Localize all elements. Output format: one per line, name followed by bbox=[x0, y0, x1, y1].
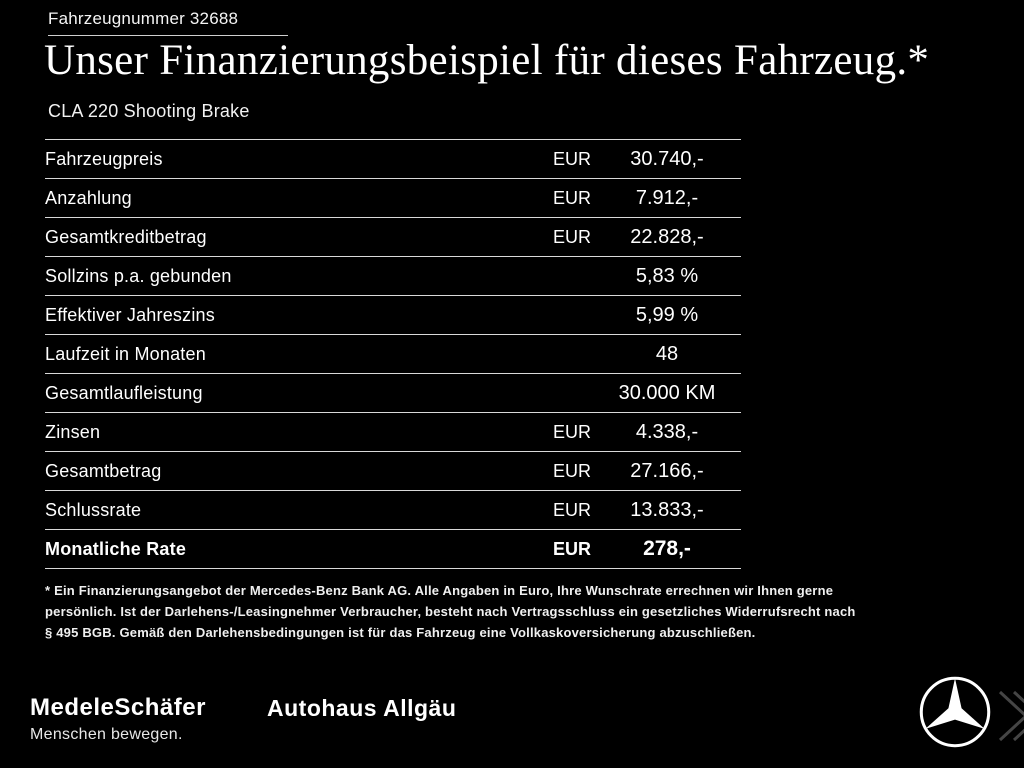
row-currency: EUR bbox=[553, 148, 592, 169]
table-row: Gesamtbetrag EUR 27.166,- bbox=[45, 451, 741, 490]
row-value: 30.000 KM bbox=[618, 381, 716, 404]
row-label: Anzahlung bbox=[45, 187, 132, 208]
footnote-line: persönlich. Ist der Darlehens-/Leasingne… bbox=[45, 604, 856, 619]
footnote-line: * Ein Finanzierungsangebot der Mercedes-… bbox=[45, 583, 834, 598]
table-row: Gesamtlaufleistung 30.000 KM bbox=[45, 373, 741, 412]
table-row: Sollzins p.a. gebunden 5,83 % bbox=[45, 256, 741, 295]
row-currency: EUR bbox=[553, 187, 592, 208]
vehicle-number: Fahrzeugnummer 32688 bbox=[48, 9, 288, 36]
table-row: Gesamtkreditbetrag EUR 22.828,- bbox=[45, 217, 741, 256]
row-label: Gesamtbetrag bbox=[45, 460, 162, 481]
table-row-monthly-rate: Monatliche Rate EUR 278,- bbox=[45, 529, 741, 568]
row-value: 5,83 % bbox=[635, 264, 699, 287]
legal-footnote: * Ein Finanzierungsangebot der Mercedes-… bbox=[45, 580, 995, 643]
row-label: Zinsen bbox=[45, 421, 101, 442]
row-value: 27.166,- bbox=[630, 459, 704, 482]
table-row: Anzahlung EUR 7.912,- bbox=[45, 178, 741, 217]
table-row: Fahrzeugpreis EUR 30.740,- bbox=[45, 139, 741, 178]
vehicle-model: CLA 220 Shooting Brake bbox=[48, 101, 250, 121]
row-value: 13.833,- bbox=[630, 498, 704, 521]
row-value: 30.740,- bbox=[630, 147, 704, 170]
row-currency: EUR bbox=[553, 460, 592, 481]
row-label: Fahrzeugpreis bbox=[45, 148, 163, 169]
row-currency: EUR bbox=[553, 538, 592, 559]
row-label: Gesamtkreditbetrag bbox=[45, 226, 207, 247]
table-row: Laufzeit in Monaten 48 bbox=[45, 334, 741, 373]
edge-chevron-pattern-icon bbox=[998, 690, 1024, 742]
row-value: 278,- bbox=[643, 537, 691, 560]
mercedes-star-icon bbox=[919, 676, 991, 748]
row-currency: EUR bbox=[553, 499, 592, 520]
row-label: Schlussrate bbox=[45, 499, 142, 520]
page-title: Unser Finanzierungsbeispiel für dieses F… bbox=[44, 37, 930, 84]
row-value: 48 bbox=[655, 342, 679, 365]
row-currency: EUR bbox=[553, 421, 592, 442]
row-label: Sollzins p.a. gebunden bbox=[45, 265, 232, 286]
row-value: 7.912,- bbox=[635, 186, 699, 209]
row-label: Effektiver Jahreszins bbox=[45, 304, 215, 325]
row-label: Gesamtlaufleistung bbox=[45, 382, 203, 403]
dealer-footer: MedeleSchäfer Menschen bewegen. Autohaus… bbox=[0, 668, 1024, 768]
table-row: Zinsen EUR 4.338,- bbox=[45, 412, 741, 451]
row-value: 22.828,- bbox=[630, 225, 704, 248]
table-row: Effektiver Jahreszins 5,99 % bbox=[45, 295, 741, 334]
row-value: 4.338,- bbox=[635, 420, 699, 443]
footnote-line: § 495 BGB. Gemäß den Darlehensbedingunge… bbox=[45, 625, 756, 640]
row-label: Laufzeit in Monaten bbox=[45, 343, 206, 364]
table-row: Schlussrate EUR 13.833,- bbox=[45, 490, 741, 529]
row-label: Monatliche Rate bbox=[45, 538, 187, 559]
dealer-logo-autohaus-allgaeu: Autohaus Allgäu bbox=[267, 695, 457, 721]
dealer-tagline: Menschen bewegen. bbox=[30, 726, 183, 743]
dealer-logo-medele-schaefer: MedeleSchäfer bbox=[30, 694, 206, 721]
finance-table: Fahrzeugpreis EUR 30.740,- Anzahlung EUR… bbox=[45, 139, 741, 569]
row-currency: EUR bbox=[553, 226, 592, 247]
row-value: 5,99 % bbox=[635, 303, 699, 326]
